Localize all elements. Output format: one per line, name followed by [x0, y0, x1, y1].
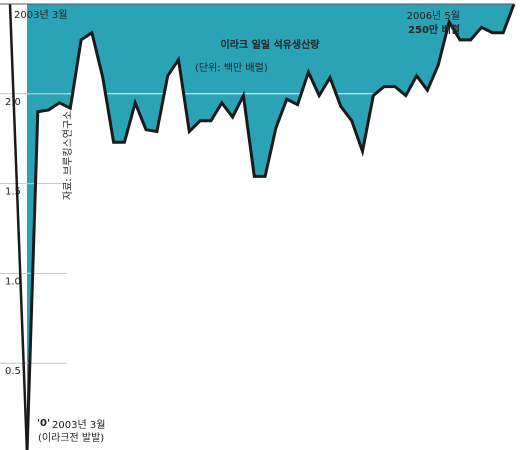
start-label-top: 2003년 3월 [14, 9, 67, 21]
source: 자료: 브루킹스연구소 [62, 111, 74, 200]
y-tick-label: 1.0 [5, 276, 21, 287]
value-label: '0' [37, 418, 50, 429]
subtitle: (단위: 백만 배럴) [195, 61, 268, 74]
area-fill [27, 4, 514, 450]
end-label: 2006년 5월 [407, 10, 460, 22]
start-note: (이라크전 발발) [38, 432, 104, 444]
data-line [25, 3, 516, 450]
title: 이라크 일일 석유생산량 [221, 38, 321, 51]
value-label: 250만 배럴 [408, 23, 460, 36]
y-tick-label: 1.5 [5, 187, 21, 198]
y-tick-label: 0.5 [5, 366, 21, 377]
left-edge [8, 3, 29, 450]
start-label-bottom: 2003년 3월 [52, 419, 105, 431]
